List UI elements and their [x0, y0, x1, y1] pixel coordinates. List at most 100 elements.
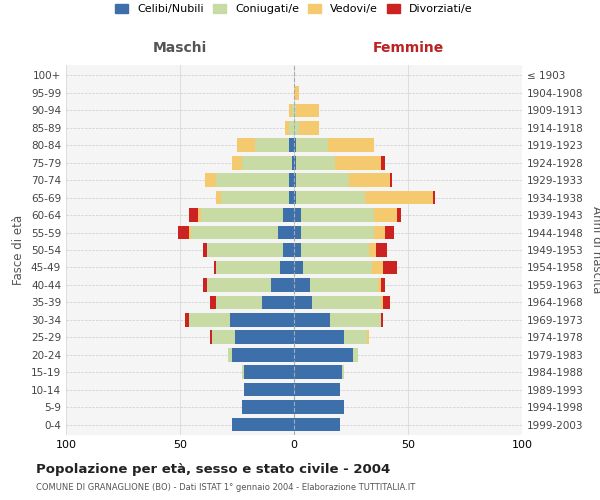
Bar [198, 208, 200, 222]
Bar [289, 104, 292, 117]
Bar [296, 156, 335, 170]
Bar [294, 260, 303, 274]
Bar [294, 191, 296, 204]
Bar [230, 313, 294, 326]
Bar [383, 296, 390, 309]
Bar [367, 330, 369, 344]
Bar [292, 104, 294, 117]
Bar [303, 260, 371, 274]
Bar [289, 121, 294, 134]
Bar [191, 226, 278, 239]
Bar [353, 348, 358, 362]
Bar [242, 400, 294, 414]
Bar [310, 278, 379, 291]
Bar [296, 104, 319, 117]
Bar [280, 260, 294, 274]
Bar [301, 243, 369, 257]
Bar [294, 330, 344, 344]
Bar [294, 243, 301, 257]
Bar [344, 330, 367, 344]
Bar [235, 330, 294, 344]
Bar [214, 260, 217, 274]
Bar [178, 226, 189, 239]
Bar [189, 226, 191, 239]
Bar [294, 208, 301, 222]
Bar [390, 174, 392, 187]
Bar [380, 296, 383, 309]
Bar [212, 330, 235, 344]
Bar [200, 208, 283, 222]
Bar [294, 104, 296, 117]
Bar [433, 191, 436, 204]
Bar [217, 191, 221, 204]
Bar [294, 348, 353, 362]
Bar [294, 138, 296, 152]
Bar [185, 313, 189, 326]
Bar [209, 330, 212, 344]
Bar [294, 174, 296, 187]
Bar [371, 260, 383, 274]
Text: Femmine: Femmine [373, 40, 443, 54]
Bar [289, 191, 294, 204]
Bar [208, 243, 283, 257]
Bar [255, 138, 289, 152]
Bar [283, 243, 294, 257]
Bar [244, 366, 294, 379]
Bar [205, 174, 217, 187]
Bar [296, 174, 349, 187]
Y-axis label: Anni di nascita: Anni di nascita [590, 206, 600, 294]
Bar [232, 418, 294, 432]
Bar [292, 156, 294, 170]
Text: COMUNE DI GRANAGLIONE (BO) - Dati ISTAT 1° gennaio 2004 - Elaborazione TUTTITALI: COMUNE DI GRANAGLIONE (BO) - Dati ISTAT … [36, 484, 415, 492]
Text: Maschi: Maschi [153, 40, 207, 54]
Bar [294, 278, 310, 291]
Bar [294, 383, 340, 396]
Bar [328, 138, 374, 152]
Bar [301, 226, 374, 239]
Bar [242, 156, 292, 170]
Bar [232, 156, 242, 170]
Bar [374, 208, 397, 222]
Bar [380, 313, 383, 326]
Bar [244, 383, 294, 396]
Bar [294, 226, 301, 239]
Bar [380, 278, 385, 291]
Bar [294, 86, 299, 100]
Bar [232, 348, 294, 362]
Bar [237, 138, 255, 152]
Bar [242, 366, 244, 379]
Bar [365, 191, 433, 204]
Bar [289, 138, 294, 152]
Bar [271, 278, 294, 291]
Bar [294, 418, 340, 432]
Bar [312, 296, 380, 309]
Bar [294, 400, 344, 414]
Bar [376, 243, 388, 257]
Bar [296, 138, 328, 152]
Bar [349, 174, 390, 187]
Y-axis label: Fasce di età: Fasce di età [13, 215, 25, 285]
Bar [189, 313, 230, 326]
Bar [369, 243, 376, 257]
Bar [383, 260, 397, 274]
Bar [397, 208, 401, 222]
Bar [203, 278, 208, 291]
Bar [289, 174, 294, 187]
Bar [294, 296, 312, 309]
Bar [335, 156, 380, 170]
Bar [379, 278, 380, 291]
Bar [221, 191, 289, 204]
Bar [262, 296, 294, 309]
Bar [380, 156, 385, 170]
Bar [278, 226, 294, 239]
Bar [209, 296, 217, 309]
Bar [342, 366, 344, 379]
Bar [296, 191, 365, 204]
Bar [208, 278, 271, 291]
Bar [203, 243, 208, 257]
Bar [301, 208, 374, 222]
Bar [294, 313, 331, 326]
Bar [217, 174, 289, 187]
Bar [189, 208, 198, 222]
Bar [228, 348, 232, 362]
